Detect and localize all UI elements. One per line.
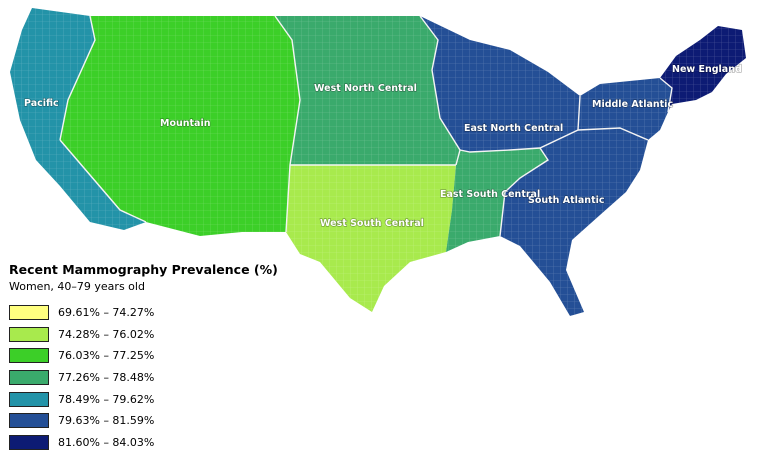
legend-label: 81.60% – 84.03% bbox=[58, 435, 155, 449]
region-label-pacific: Pacific bbox=[24, 98, 59, 109]
legend-label: 79.63% – 81.59% bbox=[58, 414, 155, 428]
legend-label: 69.61% – 74.27% bbox=[58, 306, 155, 320]
legend-item: 78.49% – 79.62% bbox=[9, 388, 309, 410]
map-legend: Recent Mammography Prevalence (%) Women,… bbox=[9, 262, 309, 453]
region-label-west-south-central: West South Central bbox=[320, 218, 424, 229]
region-label-east-north-central: East North Central bbox=[464, 123, 563, 134]
legend-swatch bbox=[9, 413, 49, 429]
legend-swatch bbox=[9, 305, 49, 321]
region-label-new-england: New England bbox=[672, 64, 742, 75]
region-label-mountain: Mountain bbox=[160, 118, 211, 129]
legend-swatch bbox=[9, 326, 49, 342]
legend-label: 77.26% – 78.48% bbox=[58, 371, 155, 385]
region-label-middle-atlantic: Middle Atlantic bbox=[592, 99, 673, 110]
legend-label: 78.49% – 79.62% bbox=[58, 392, 155, 406]
region-label-east-south-central: East South Central bbox=[440, 189, 540, 200]
legend-label: 76.03% – 77.25% bbox=[58, 349, 155, 363]
region-label-south-atlantic: South Atlantic bbox=[528, 195, 605, 206]
legend-swatch bbox=[9, 348, 49, 364]
legend-item: 77.26% – 78.48% bbox=[9, 367, 309, 389]
legend-title: Recent Mammography Prevalence (%) bbox=[9, 262, 278, 277]
legend-label: 74.28% – 76.02% bbox=[58, 327, 155, 341]
legend-subtitle: Women, 40–79 years old bbox=[9, 280, 145, 293]
region-label-west-north-central: West North Central bbox=[314, 83, 417, 94]
legend-item: 69.61% – 74.27% bbox=[9, 302, 309, 324]
legend-swatch bbox=[9, 434, 49, 450]
legend-item: 76.03% – 77.25% bbox=[9, 345, 309, 367]
legend-swatch bbox=[9, 370, 49, 386]
legend-item: 74.28% – 76.02% bbox=[9, 324, 309, 346]
legend-items: 69.61% – 74.27% 74.28% – 76.02% 76.03% –… bbox=[9, 302, 309, 453]
legend-swatch bbox=[9, 391, 49, 407]
region-west-south-central bbox=[286, 165, 456, 312]
legend-item: 81.60% – 84.03% bbox=[9, 432, 309, 454]
legend-item: 79.63% – 81.59% bbox=[9, 410, 309, 432]
